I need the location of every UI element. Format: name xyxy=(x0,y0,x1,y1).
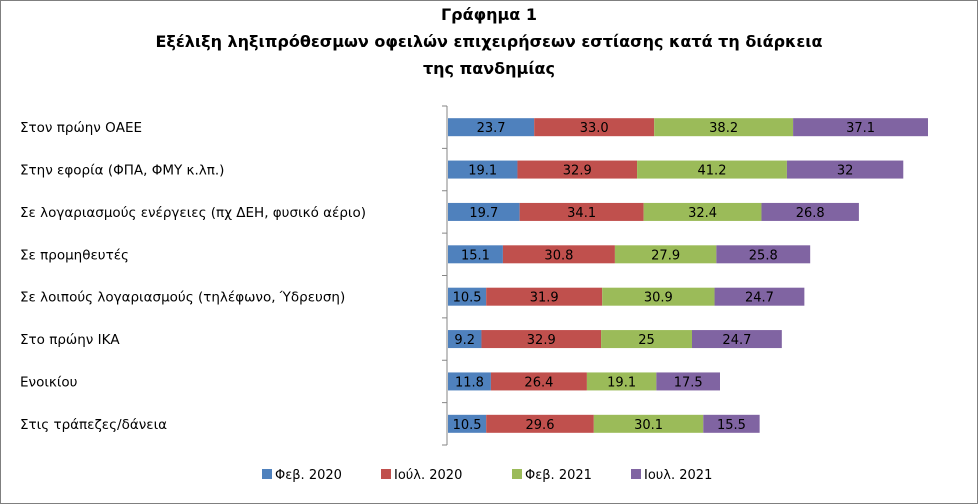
legend-swatch xyxy=(631,469,641,479)
bar-segment xyxy=(716,245,811,264)
chart-subtitle-line: της πανδημίας xyxy=(423,59,555,78)
legend-swatch xyxy=(381,469,391,479)
data-label: 32.9 xyxy=(563,164,592,179)
chart-title: Γράφημα 1 xyxy=(441,5,537,24)
bar-segment xyxy=(654,118,794,137)
data-label: 26.4 xyxy=(524,375,553,390)
bar-segment xyxy=(793,118,928,137)
data-label: 30.8 xyxy=(544,248,573,263)
data-label: 10.5 xyxy=(453,291,482,306)
bar-segment xyxy=(714,287,805,306)
data-label: 27.9 xyxy=(651,248,680,263)
category-label: Σε λογαριασμούς ενέργειες (πχ ΔΕΗ, φυσικ… xyxy=(20,205,366,221)
legend-item: Ιουλ. 2021 xyxy=(631,468,712,483)
bar-segment xyxy=(448,245,503,264)
bar-segment xyxy=(692,330,782,349)
bar-segment xyxy=(586,372,657,391)
data-label: 31.9 xyxy=(530,291,559,306)
legend-swatch xyxy=(512,469,522,479)
data-label: 25 xyxy=(638,333,655,348)
data-label: 19.7 xyxy=(469,206,498,221)
data-label: 10.5 xyxy=(453,418,482,433)
legend-label: Ιούλ. 2020 xyxy=(394,468,462,483)
bar-segment xyxy=(601,330,692,349)
data-label: 30.1 xyxy=(634,418,663,433)
bar-segment xyxy=(602,287,715,306)
data-label: 26.8 xyxy=(796,206,825,221)
bar-segment xyxy=(448,160,518,179)
bar-segment xyxy=(481,330,602,349)
bar-segment xyxy=(448,414,487,433)
legend-swatch xyxy=(262,469,272,479)
legend-label: Φεβ. 2021 xyxy=(525,468,592,483)
bar-segment xyxy=(761,202,859,221)
legend-item: Φεβ. 2021 xyxy=(512,468,592,483)
bar-segment xyxy=(637,160,787,179)
legend-item: Φεβ. 2020 xyxy=(262,468,342,483)
data-label: 32.4 xyxy=(688,206,717,221)
data-label: 15.1 xyxy=(461,248,490,263)
data-label: 32 xyxy=(837,164,854,179)
data-label: 30.9 xyxy=(644,291,673,306)
legend-label: Φεβ. 2020 xyxy=(275,468,342,483)
bar-segment xyxy=(448,372,491,391)
bar-segment xyxy=(517,160,638,179)
data-label: 24.7 xyxy=(745,291,774,306)
bar-segment xyxy=(786,160,904,179)
legend-label: Ιουλ. 2021 xyxy=(644,468,712,483)
bar-segment xyxy=(656,372,720,391)
bar-segment xyxy=(448,202,520,221)
data-label: 15.5 xyxy=(717,418,746,433)
data-label: 41.2 xyxy=(698,164,727,179)
data-label: 38.2 xyxy=(709,121,738,136)
data-label: 37.1 xyxy=(846,121,875,136)
data-label: 24.7 xyxy=(722,333,751,348)
data-label: 23.7 xyxy=(477,121,506,136)
bar-segment xyxy=(593,414,704,433)
data-label: 25.8 xyxy=(749,248,778,263)
data-label: 11.8 xyxy=(455,375,484,390)
legend-item: Ιούλ. 2020 xyxy=(381,468,462,483)
category-label: Στον πρώην ΟΑΕΕ xyxy=(20,120,142,136)
category-label: Σε λοιπούς λογαριασμούς (τηλέφωνο, Ύδρευ… xyxy=(20,290,345,306)
data-label: 32.9 xyxy=(527,333,556,348)
data-label: 17.5 xyxy=(674,375,703,390)
data-label: 19.1 xyxy=(607,375,636,390)
data-label: 34.1 xyxy=(567,206,596,221)
bar-segment xyxy=(614,245,717,264)
bar-segment xyxy=(448,287,487,306)
category-label: Στην εφορία (ΦΠΑ, ΦΜΥ κ.λπ.) xyxy=(20,163,224,179)
bar-segment xyxy=(519,202,644,221)
bar-segment xyxy=(534,118,655,137)
bar-segment xyxy=(486,287,603,306)
bar-segment xyxy=(448,118,535,137)
category-label: Ενοικίου xyxy=(20,374,78,390)
bar-segment xyxy=(448,330,482,349)
data-label: 29.6 xyxy=(526,418,555,433)
category-label: Στο πρώην ΙΚΑ xyxy=(20,332,120,348)
bar-segment xyxy=(502,245,615,264)
bar-segment xyxy=(490,372,587,391)
category-label: Σε προμηθευτές xyxy=(20,247,129,263)
category-label: Στις τράπεζες/δάνεια xyxy=(20,417,167,433)
bar-segment xyxy=(643,202,762,221)
bar-segment xyxy=(486,414,594,433)
data-label: 9.2 xyxy=(454,333,475,348)
chart-subtitle-line: Εξέλιξη ληξιπρόθεσμων οφειλών επιχειρήσε… xyxy=(155,32,822,51)
bar-segment xyxy=(703,414,760,433)
data-label: 33.0 xyxy=(580,121,609,136)
data-label: 19.1 xyxy=(468,164,497,179)
